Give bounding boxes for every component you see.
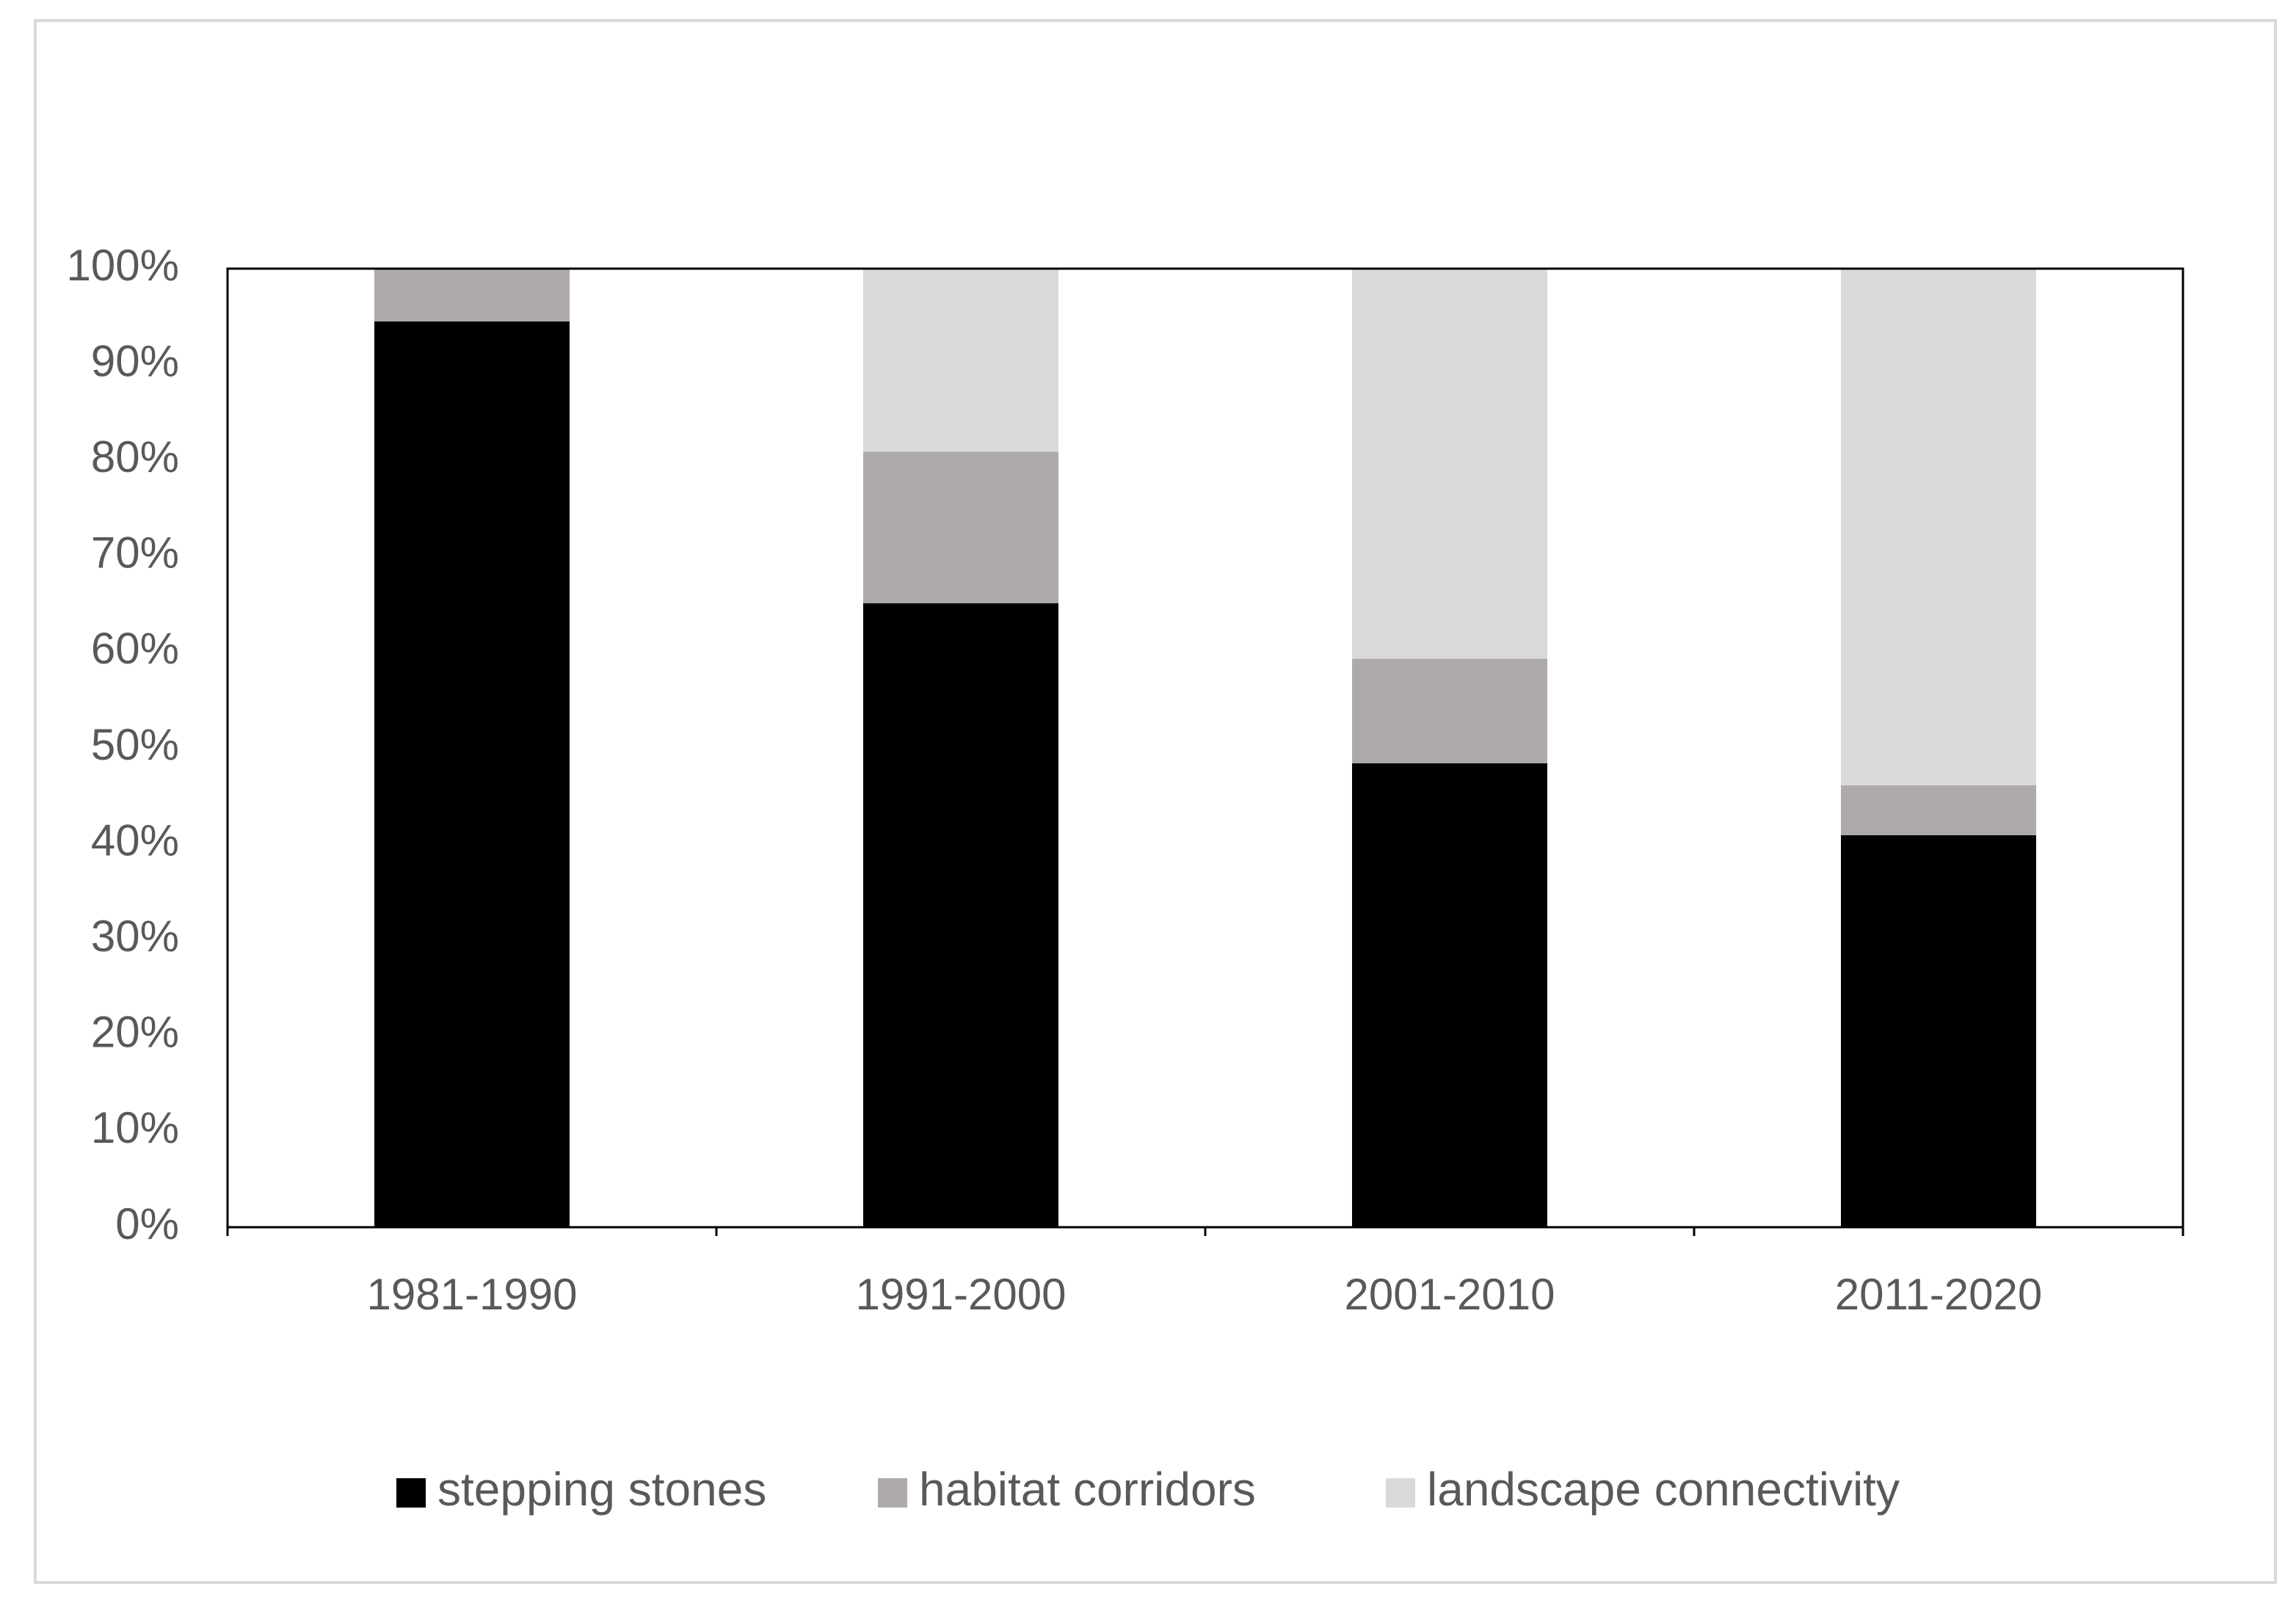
legend-label: landscape connectivity (1427, 1463, 1900, 1516)
y-tick-label: 100% (67, 241, 179, 290)
bar-segment (1352, 269, 1547, 659)
x-tick-label: 2001-2010 (1345, 1270, 1555, 1319)
legend-label: habitat corridors (919, 1463, 1256, 1516)
y-tick-label: 40% (91, 815, 179, 865)
bar-segment (863, 451, 1058, 603)
bar-segment (1352, 763, 1547, 1227)
chart-border (34, 19, 2277, 1584)
x-tick-label: 1991-2000 (856, 1270, 1067, 1319)
y-tick-label: 90% (91, 336, 179, 385)
bar-segment (1841, 269, 2036, 785)
y-tick-label: 10% (91, 1103, 179, 1152)
y-tick-label: 70% (91, 528, 179, 578)
legend-swatch (878, 1478, 907, 1508)
legend-swatch (1386, 1478, 1415, 1508)
bar-segment (1841, 785, 2036, 835)
bar-segment (374, 321, 570, 1228)
bar-segment (863, 603, 1058, 1227)
y-tick-label: 0% (115, 1199, 179, 1248)
x-tick-label: 2011-2020 (1835, 1270, 2042, 1319)
x-tick-label: 1981-1990 (367, 1270, 578, 1319)
bar-segment (1841, 835, 2036, 1227)
bar-segment (374, 269, 570, 321)
y-tick-label: 20% (91, 1008, 179, 1057)
bar-segment (1352, 658, 1547, 763)
y-tick-label: 50% (91, 720, 179, 769)
y-tick-label: 60% (91, 624, 179, 673)
bar-segment (863, 269, 1058, 452)
legend-swatch (396, 1478, 426, 1508)
y-tick-label: 80% (91, 432, 179, 481)
legend-label: stepping stones (437, 1463, 766, 1516)
y-tick-label: 30% (91, 912, 179, 961)
